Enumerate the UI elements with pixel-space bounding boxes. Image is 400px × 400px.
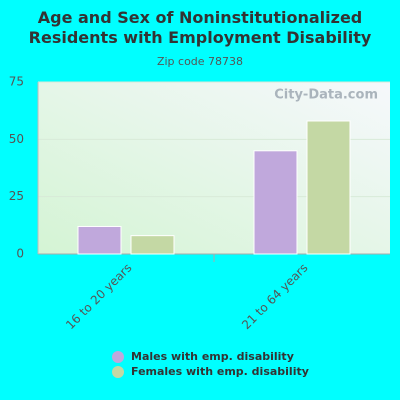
watermark: City-Data.com xyxy=(274,88,378,103)
chart-subtitle: Zip code 78738 xyxy=(157,55,243,68)
x-tick-label: 16 to 20 years xyxy=(63,261,134,332)
bar xyxy=(130,235,175,255)
legend-label: Males with emp. disability xyxy=(131,350,294,363)
y-tick-label: 75 xyxy=(9,75,24,89)
y-tick-label: 50 xyxy=(9,132,24,146)
chart-title: Age and Sex of Noninstitutionalized Resi… xyxy=(28,8,372,47)
y-tick-label: 0 xyxy=(16,247,24,261)
legend-swatch xyxy=(112,366,124,378)
legend-label: Females with emp. disability xyxy=(131,365,309,378)
bar xyxy=(77,225,122,255)
y-tick-label: 25 xyxy=(9,189,24,203)
bar xyxy=(306,120,351,255)
legend-swatch xyxy=(112,351,124,363)
x-tick-label: 21 to 64 years xyxy=(239,261,310,332)
bar xyxy=(253,150,298,255)
